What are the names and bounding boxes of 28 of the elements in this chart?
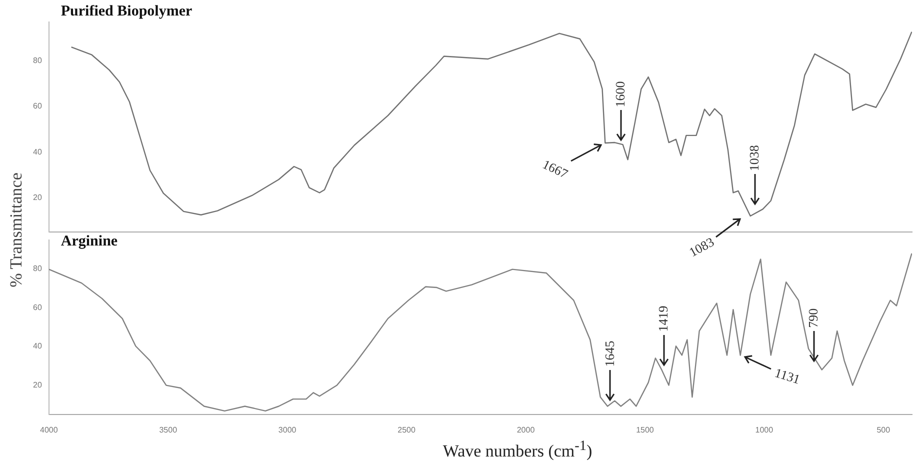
y-tick-label: 60 bbox=[32, 102, 42, 111]
annotation: 1038 bbox=[746, 145, 762, 172]
x-tick-label: 2500 bbox=[398, 425, 416, 434]
x-tick-label: 1000 bbox=[755, 425, 774, 434]
annotation: 790 bbox=[806, 308, 821, 328]
y-tick-label: 80 bbox=[32, 264, 42, 274]
y-axis-title: % Transmittance bbox=[6, 172, 26, 288]
x-tick-label: 1500 bbox=[636, 425, 654, 434]
y-tick-label: 20 bbox=[32, 192, 42, 202]
x-tick-label: 2000 bbox=[516, 425, 536, 434]
x-tick-label: 500 bbox=[876, 425, 891, 434]
x-axis-title: Wave numbers (cm$^{-1}$) bbox=[442, 438, 594, 462]
annotation: 1645 bbox=[602, 340, 617, 367]
y-tick-label: 80 bbox=[32, 56, 42, 66]
x-tick-label: 3500 bbox=[159, 425, 178, 434]
y-tick-label: 20 bbox=[32, 380, 42, 390]
chart-title: Arginine bbox=[60, 233, 118, 250]
chart-title: Purified Biopolymer bbox=[60, 3, 192, 20]
annotation: 1131 bbox=[773, 364, 802, 387]
y-tick-label: 40 bbox=[32, 342, 42, 351]
annotation: 1667 bbox=[540, 156, 571, 182]
y-tick-label: 40 bbox=[32, 147, 42, 156]
y-tick-label: 60 bbox=[32, 302, 42, 312]
annotation: 1600 bbox=[612, 81, 628, 108]
x-tick-label: 3000 bbox=[278, 425, 297, 434]
annotation: 1419 bbox=[656, 306, 671, 332]
x-tick-label: 4000 bbox=[40, 425, 58, 434]
annotation: 1083 bbox=[686, 234, 716, 260]
